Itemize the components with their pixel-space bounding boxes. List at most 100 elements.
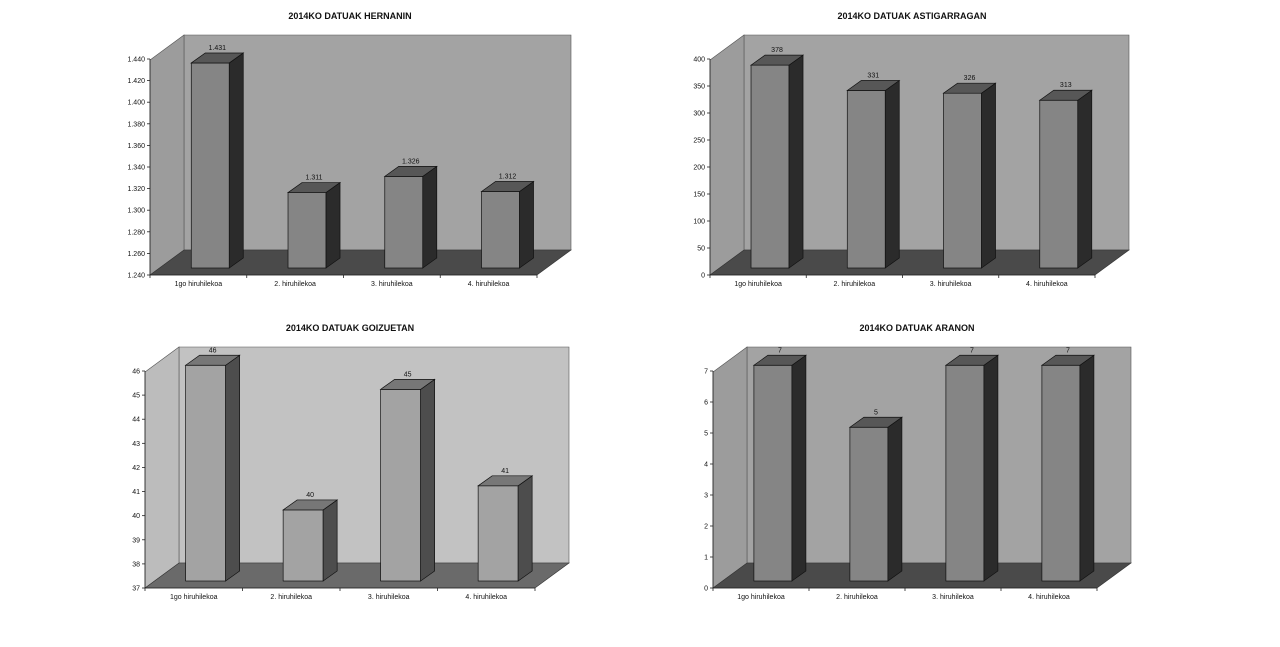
- y-tick-label: 41: [132, 489, 140, 496]
- bar-top: [752, 354, 807, 366]
- x-tick-label: 4. hiruhilekoa: [1026, 281, 1068, 288]
- x-tick-label: 3. hiruhilekoa: [368, 594, 410, 601]
- data-label: 7: [778, 347, 782, 354]
- bar: [282, 509, 324, 582]
- bar: [753, 364, 793, 582]
- y-tick-label: 0: [701, 273, 705, 280]
- bar: [849, 426, 889, 582]
- x-tick-label: 1go hiruhilekoa: [734, 281, 782, 288]
- x-tick-label: 4. hiruhilekoa: [465, 594, 507, 601]
- y-tick-label: 1.400: [127, 100, 145, 107]
- bar-top: [379, 379, 436, 390]
- data-label: 7: [1066, 347, 1070, 354]
- bar: [1041, 364, 1081, 582]
- y-tick-label: 45: [132, 393, 140, 400]
- y-tick-label: 37: [132, 586, 140, 593]
- bar: [945, 364, 985, 582]
- y-tick-label: 7: [704, 369, 708, 376]
- data-label: 46: [209, 347, 217, 354]
- y-tick-label: 1.320: [127, 186, 145, 193]
- x-tick-label: 2. hiruhilekoa: [274, 281, 316, 288]
- bar-top: [190, 52, 245, 64]
- y-tick-label: 1.440: [127, 57, 145, 64]
- bar-side: [791, 354, 807, 582]
- y-tick-label: 1.240: [127, 273, 145, 280]
- data-label: 326: [964, 75, 976, 82]
- y-tick-label: 46: [132, 369, 140, 376]
- x-tick-label: 1go hiruhilekoa: [170, 594, 218, 601]
- bar-top: [749, 54, 805, 66]
- x-tick-label: 3. hiruhilekoa: [932, 594, 974, 601]
- x-tick-label: 3. hiruhilekoa: [371, 281, 413, 288]
- y-tick-label: 43: [132, 441, 140, 448]
- data-label: 40: [306, 492, 314, 499]
- data-label: 5: [874, 409, 878, 416]
- y-tick-label: 1.420: [127, 78, 145, 85]
- y-tick-label: 3: [704, 493, 708, 500]
- x-tick-label: 2. hiruhilekoa: [834, 281, 876, 288]
- y-tick-label: 250: [693, 138, 705, 145]
- chart-title-hernanin: 2014KO DATUAK HERNANIN: [288, 11, 412, 21]
- bar-top: [848, 416, 903, 428]
- data-label: 45: [404, 371, 412, 378]
- bar-top: [383, 166, 438, 177]
- y-tick-label: 1: [704, 555, 708, 562]
- bar-top: [1038, 89, 1093, 101]
- x-tick-label: 1go hiruhilekoa: [175, 281, 223, 288]
- x-tick-label: 1go hiruhilekoa: [737, 594, 785, 601]
- data-label: 378: [771, 47, 783, 54]
- y-tick-label: 39: [132, 537, 140, 544]
- chart-title-goizuetan: 2014KO DATUAK GOIZUETAN: [285, 323, 415, 333]
- data-label: 1.312: [499, 173, 517, 180]
- x-tick-label: 4. hiruhilekoa: [1028, 594, 1070, 601]
- bar: [190, 62, 230, 269]
- bar-top: [282, 499, 339, 511]
- bar-top: [480, 181, 535, 192]
- y-tick-label: 42: [132, 465, 140, 472]
- data-label: 1.326: [402, 158, 420, 165]
- bar: [477, 485, 519, 582]
- data-label: 7: [970, 347, 974, 354]
- bar: [846, 90, 886, 269]
- y-tick-label: 6: [704, 400, 708, 407]
- data-label: 331: [867, 73, 879, 80]
- side-wall: [712, 346, 748, 589]
- x-tick-label: 4. hiruhilekoa: [468, 281, 510, 288]
- y-tick-label: 300: [693, 111, 705, 118]
- y-tick-label: 400: [693, 57, 705, 64]
- x-tick-label: 2. hiruhilekoa: [270, 594, 312, 601]
- bar: [384, 176, 424, 269]
- data-label: 313: [1060, 82, 1072, 89]
- chart-title-astigarragan: 2014KO DATUAK ASTIGARRAGAN: [837, 11, 987, 21]
- y-tick-label: 1.340: [127, 165, 145, 172]
- y-tick-label: 2: [704, 524, 708, 531]
- y-tick-label: 50: [697, 246, 705, 253]
- y-tick-label: 1.280: [127, 229, 145, 236]
- y-tick-label: 1.300: [127, 208, 145, 215]
- y-tick-label: 5: [704, 431, 708, 438]
- bar-top: [184, 354, 241, 366]
- y-tick-label: 40: [132, 513, 140, 520]
- x-tick-label: 3. hiruhilekoa: [930, 281, 972, 288]
- bar-side: [983, 354, 999, 582]
- bar-side: [1079, 354, 1095, 582]
- bar-top: [846, 80, 901, 91]
- bar-top: [942, 82, 997, 94]
- y-tick-label: 200: [693, 165, 705, 172]
- y-tick-label: 1.360: [127, 143, 145, 150]
- y-tick-label: 44: [132, 417, 140, 424]
- bar-top: [1040, 354, 1095, 366]
- bar: [380, 389, 421, 582]
- bar-side: [887, 416, 903, 582]
- data-label: 1.311: [306, 175, 323, 182]
- y-tick-label: 4: [704, 462, 708, 469]
- bar-top: [286, 182, 342, 193]
- data-label: 41: [501, 468, 509, 475]
- y-tick-label: 150: [693, 192, 705, 199]
- bar-top: [944, 354, 999, 366]
- bar: [750, 64, 790, 269]
